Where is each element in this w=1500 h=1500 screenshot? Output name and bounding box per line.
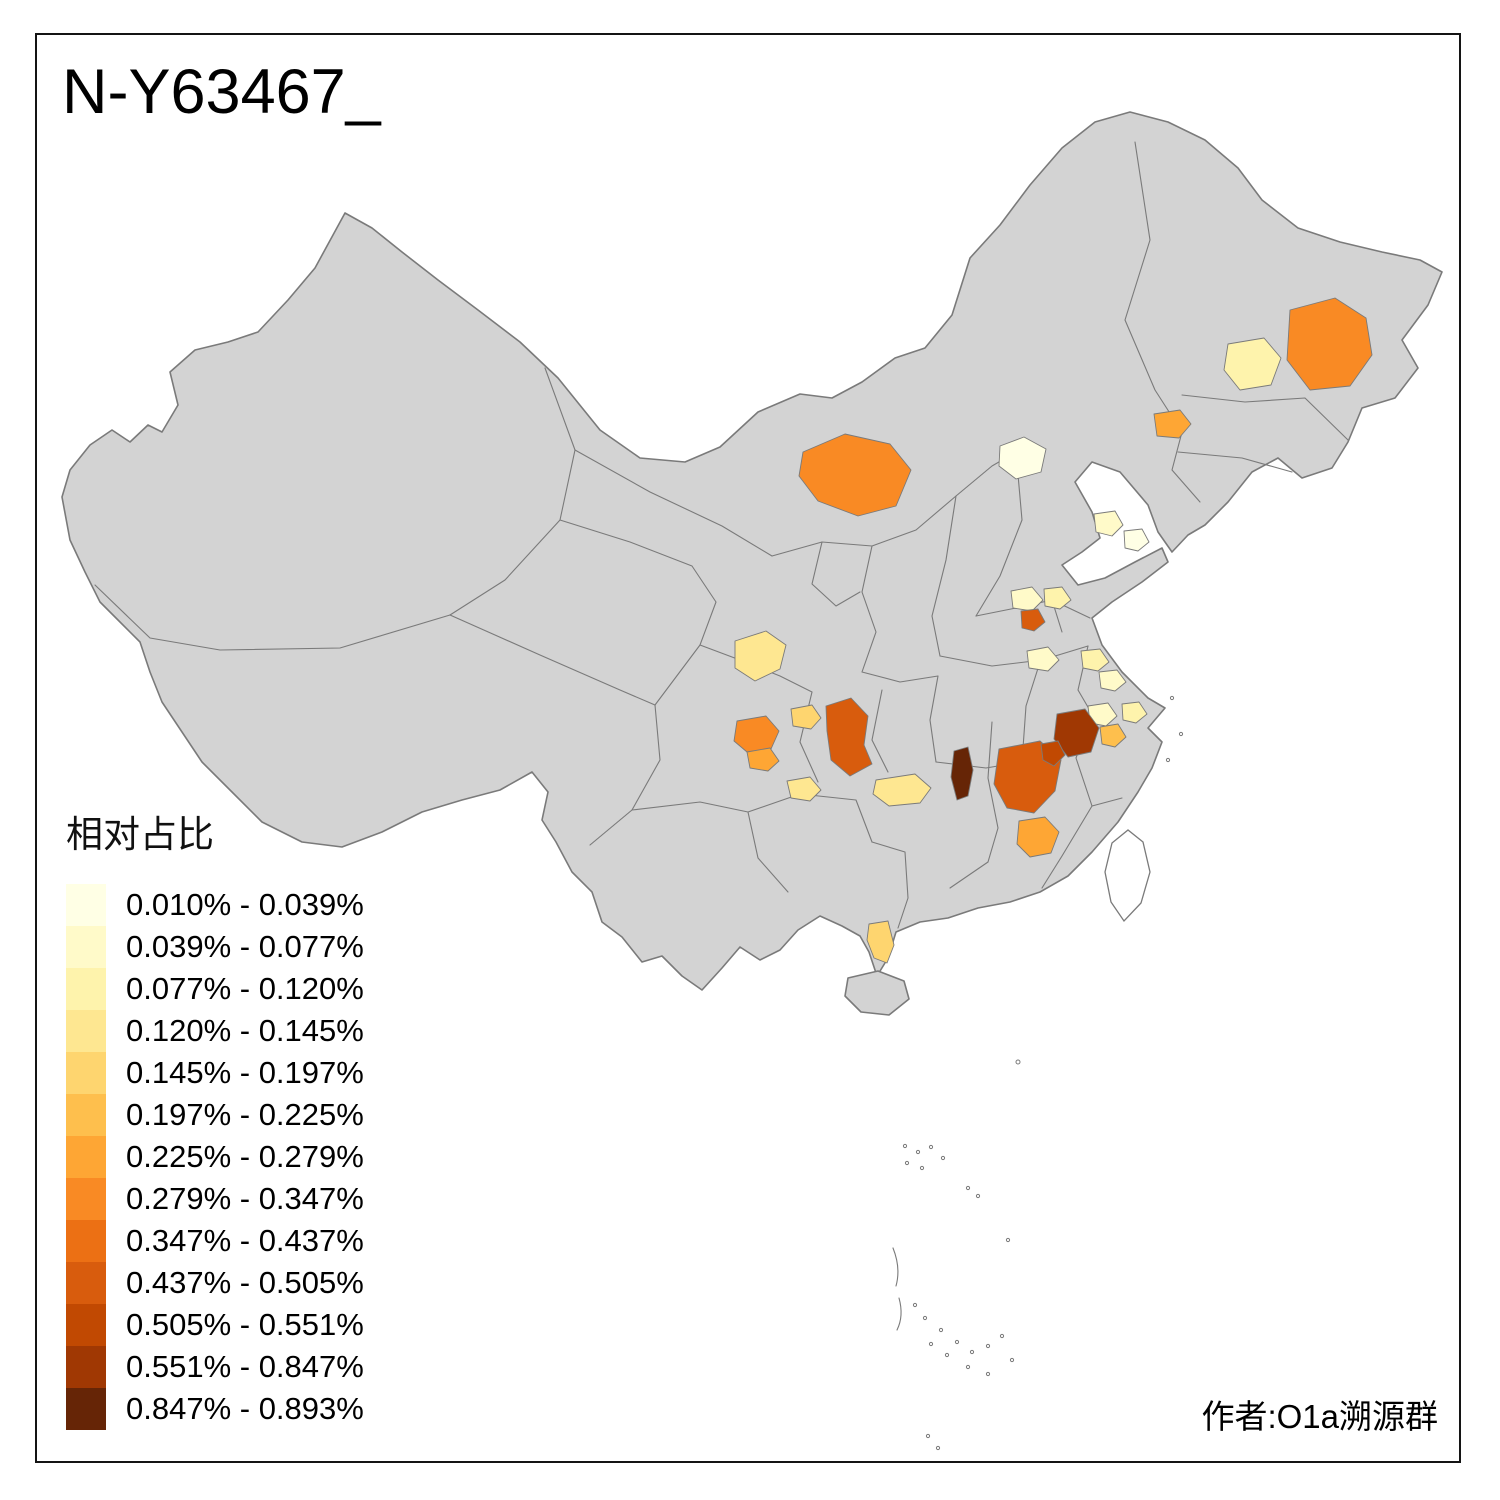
map-region bbox=[950, 746, 974, 801]
colored-regions-layer bbox=[733, 297, 1373, 964]
legend-item: 0.039% - 0.077% bbox=[66, 926, 364, 968]
map-region bbox=[825, 697, 873, 777]
legend-label: 0.847% - 0.893% bbox=[126, 1391, 364, 1426]
legend-label: 0.437% - 0.505% bbox=[126, 1265, 364, 1300]
map-region bbox=[1223, 337, 1282, 391]
south-china-sea-islands bbox=[892, 1059, 1021, 1451]
map-region bbox=[1026, 646, 1060, 672]
map-region bbox=[746, 747, 780, 772]
legend-swatch bbox=[66, 926, 106, 968]
legend-swatch bbox=[66, 1136, 106, 1178]
map-region bbox=[1043, 586, 1072, 610]
map-region bbox=[734, 630, 787, 682]
legend-item: 0.225% - 0.279% bbox=[66, 1136, 364, 1178]
legend-item: 0.437% - 0.505% bbox=[66, 1262, 364, 1304]
map-region bbox=[1080, 648, 1110, 672]
legend-item: 0.120% - 0.145% bbox=[66, 1010, 364, 1052]
map-region bbox=[1099, 723, 1127, 748]
map-region bbox=[1098, 669, 1127, 692]
map-region bbox=[1121, 701, 1148, 724]
china-mainland-shape bbox=[61, 111, 1443, 991]
legend-label: 0.347% - 0.437% bbox=[126, 1223, 364, 1258]
map-region bbox=[1286, 297, 1373, 391]
legend-item: 0.279% - 0.347% bbox=[66, 1178, 364, 1220]
legend-swatch bbox=[66, 1346, 106, 1388]
legend-item: 0.197% - 0.225% bbox=[66, 1094, 364, 1136]
legend-label: 0.197% - 0.225% bbox=[126, 1097, 364, 1132]
legend-item: 0.505% - 0.551% bbox=[66, 1304, 364, 1346]
legend-item: 0.551% - 0.847% bbox=[66, 1346, 364, 1388]
legend-label: 0.010% - 0.039% bbox=[126, 887, 364, 922]
legend-swatch bbox=[66, 1052, 106, 1094]
legend-swatch bbox=[66, 1178, 106, 1220]
map-region bbox=[866, 920, 895, 964]
legend-label: 0.120% - 0.145% bbox=[126, 1013, 364, 1048]
legend-label: 0.039% - 0.077% bbox=[126, 929, 364, 964]
legend-item: 0.847% - 0.893% bbox=[66, 1388, 364, 1430]
legend-label: 0.077% - 0.120% bbox=[126, 971, 364, 1006]
map-region bbox=[1016, 816, 1060, 858]
attribution-text: 作者:O1a溯源群 bbox=[1201, 1398, 1438, 1435]
legend-swatch bbox=[66, 1094, 106, 1136]
coastal-islets bbox=[1165, 695, 1184, 763]
legend-items: 0.010% - 0.039% 0.039% - 0.077% 0.077% - 0… bbox=[66, 884, 364, 1430]
map-region bbox=[1053, 708, 1100, 758]
map-region bbox=[1123, 528, 1150, 552]
legend-item: 0.145% - 0.197% bbox=[66, 1052, 364, 1094]
map-region bbox=[1093, 510, 1124, 537]
map-region bbox=[786, 776, 822, 802]
legend-label: 0.551% - 0.847% bbox=[126, 1349, 364, 1384]
legend-swatch bbox=[66, 884, 106, 926]
legend-item: 0.347% - 0.437% bbox=[66, 1220, 364, 1262]
map-region bbox=[1010, 586, 1044, 612]
page-title: N-Y63467_ bbox=[62, 57, 381, 127]
legend-swatch bbox=[66, 1220, 106, 1262]
legend-swatch bbox=[66, 1388, 106, 1430]
map-region bbox=[798, 433, 912, 517]
legend-swatch bbox=[66, 1304, 106, 1346]
legend-label: 0.505% - 0.551% bbox=[126, 1307, 364, 1342]
map-region bbox=[1153, 409, 1192, 439]
legend-swatch bbox=[66, 1010, 106, 1052]
taiwan-island bbox=[1104, 829, 1151, 923]
legend-label: 0.145% - 0.197% bbox=[126, 1055, 364, 1090]
map-region bbox=[1020, 608, 1046, 632]
map-region bbox=[998, 436, 1047, 480]
map-region bbox=[790, 704, 822, 730]
figure-frame bbox=[35, 33, 1461, 1463]
map-region bbox=[1040, 740, 1066, 767]
legend: 相对占比 0.010% - 0.039% 0.039% - 0.077% 0.077… bbox=[66, 804, 364, 1430]
legend-label: 0.279% - 0.347% bbox=[126, 1181, 364, 1216]
map-region bbox=[872, 773, 932, 807]
legend-title: 相对占比 bbox=[66, 814, 214, 855]
legend-swatch bbox=[66, 968, 106, 1010]
hainan-island bbox=[844, 970, 910, 1016]
legend-item: 0.077% - 0.120% bbox=[66, 968, 364, 1010]
legend-item: 0.010% - 0.039% bbox=[66, 884, 364, 926]
legend-swatch bbox=[66, 1262, 106, 1304]
legend-label: 0.225% - 0.279% bbox=[126, 1139, 364, 1174]
